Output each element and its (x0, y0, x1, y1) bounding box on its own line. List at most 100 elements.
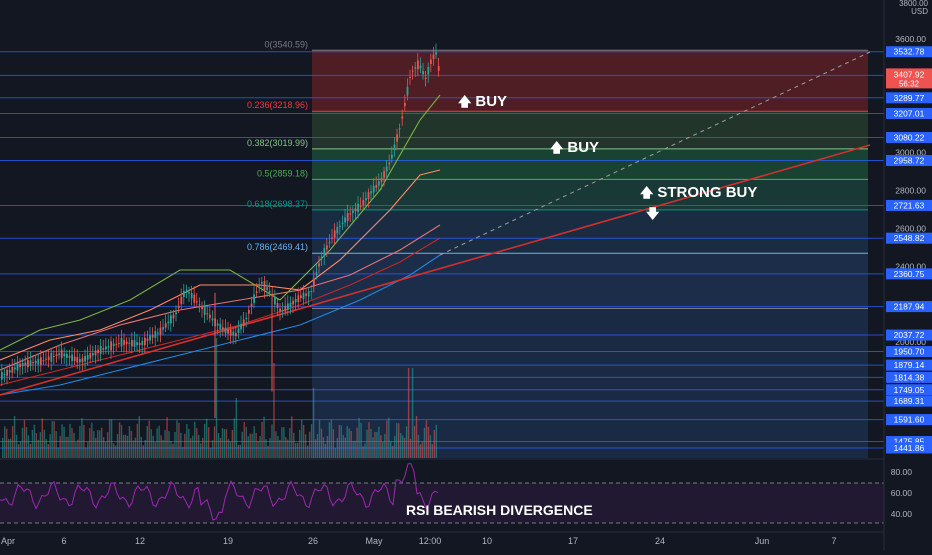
candle-body (279, 308, 281, 313)
volume-bar (300, 420, 303, 458)
candle-body (118, 342, 120, 344)
candle-body (211, 318, 214, 321)
volume-bar (134, 437, 137, 458)
candle-body (294, 298, 297, 303)
candle-body (432, 54, 435, 60)
candle-body (92, 353, 94, 356)
price-level-label (886, 395, 932, 407)
volume-bar (104, 441, 107, 458)
candle-body (229, 329, 232, 336)
volume-bar (392, 445, 394, 458)
volume-bar (25, 426, 28, 458)
moving-average-line (0, 254, 441, 396)
volume-bar (293, 432, 295, 458)
volume-bar (360, 422, 362, 458)
volume-bar (425, 420, 428, 458)
candle-body (422, 71, 424, 75)
volume-bar (366, 429, 368, 458)
volume-bar (239, 444, 241, 458)
volume-bar (235, 398, 238, 458)
candle-body (383, 171, 385, 178)
volume-bar (190, 438, 192, 458)
volume-bar (176, 420, 178, 458)
volume-bar (257, 441, 259, 458)
candle-body (105, 346, 107, 350)
volume-bar (174, 431, 176, 458)
volume-bar (101, 427, 103, 458)
price-level-label (886, 46, 932, 58)
volume-bar (106, 432, 109, 458)
volume-bar (55, 431, 57, 458)
volume-bar (407, 368, 410, 458)
candle-body (320, 256, 323, 258)
volume-bar (182, 446, 184, 458)
candle-body (380, 178, 383, 182)
volume-bar (233, 418, 236, 458)
candle-body (237, 328, 240, 333)
volume-bar (251, 433, 253, 458)
candle-body (19, 363, 21, 368)
fib-level-label: 0.618(2698.37) (247, 199, 308, 209)
candle-body (133, 340, 136, 347)
price-level-value: 1475.85 (894, 437, 925, 447)
candle-body (201, 305, 203, 310)
volume-bar (81, 418, 83, 458)
volume-bar (9, 438, 12, 458)
candle-body (281, 309, 284, 312)
volume-bar (312, 388, 315, 458)
candle-body (248, 310, 250, 314)
candle-body (141, 341, 144, 346)
volume-bar (336, 438, 339, 458)
price-level-label (886, 384, 932, 396)
price-level-value: 3080.22 (894, 132, 925, 142)
candle-body (146, 338, 149, 341)
volume-bar (358, 418, 360, 458)
candle-body (11, 366, 14, 373)
volume-bar (399, 433, 402, 458)
volume-bar (227, 439, 230, 458)
volume-bar (378, 426, 380, 458)
candle-body (63, 353, 66, 357)
volume-bar (118, 422, 121, 458)
volume-bar (348, 428, 350, 458)
volume-bar (435, 424, 438, 458)
volume-bar (201, 438, 204, 458)
volume-bar (102, 437, 105, 458)
price-tick-label: 2800.00 (895, 186, 926, 196)
volume-bar (401, 435, 404, 458)
fib-zone (312, 308, 868, 458)
volume-bar (89, 427, 91, 458)
arrow-up-icon: 🡅 (640, 185, 654, 200)
rsi-tick-label: 40.00 (891, 509, 913, 519)
volume-bar (356, 427, 358, 458)
candle-body (177, 305, 180, 308)
candle-body (66, 353, 68, 358)
price-level-label (886, 107, 932, 119)
candle-body (128, 342, 131, 344)
volume-bar (91, 422, 93, 458)
volume-bar (196, 428, 198, 458)
volume-bar (184, 433, 186, 458)
volume-bar (37, 439, 40, 458)
candle-body (40, 357, 42, 366)
candle-body (198, 304, 201, 306)
volume-bar (376, 431, 378, 458)
price-tick-label: 3600.00 (895, 34, 926, 44)
volume-bar (429, 435, 432, 458)
rsi-pane (0, 458, 884, 524)
volume-bar (63, 426, 65, 458)
candle-body (336, 226, 339, 234)
candle-body (328, 242, 331, 244)
volume-bar (13, 416, 16, 458)
candle-body (89, 352, 92, 359)
candle-body (404, 102, 406, 107)
fib-level-label: 0.786(2469.41) (247, 242, 308, 252)
candle-body (268, 290, 271, 293)
fib-levels: 0(3540.59) 0.236(3218.96) 0.382(3019.99) 0.… (247, 39, 868, 309)
volume-bar (237, 444, 240, 458)
candle-body (398, 128, 401, 130)
volume-bar (310, 424, 313, 458)
volume-bar (374, 432, 376, 458)
